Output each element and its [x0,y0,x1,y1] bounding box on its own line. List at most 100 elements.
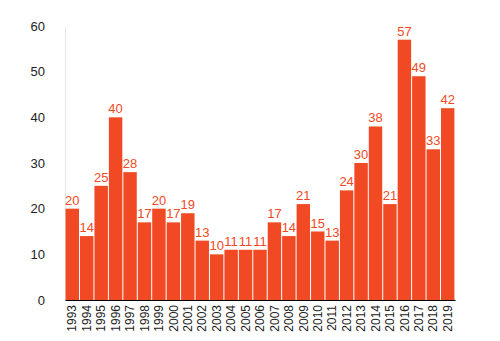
data-label: 20 [152,193,166,208]
bar [268,222,281,300]
x-tick: 2006 [253,300,267,332]
y-tick: 0 [38,293,65,308]
x-tick: 1999 [152,300,166,332]
data-labels: 2014254028172017191310111111171421151324… [65,24,455,254]
x-tick: 2003 [210,300,224,332]
x-tick-label: 1995 [94,305,108,332]
bar [297,204,310,300]
data-label: 15 [311,216,325,231]
bar [152,209,165,300]
bar [398,40,411,300]
bar [441,108,454,300]
data-label: 38 [368,110,382,125]
bar [412,76,425,300]
data-label: 21 [383,188,397,203]
data-label: 33 [426,133,440,148]
y-tick: 30 [31,156,65,171]
data-label: 49 [412,60,426,75]
bar [369,126,382,300]
y-tick: 40 [31,110,65,125]
x-tick-label: 2017 [412,305,426,332]
bar [138,222,151,300]
bar [210,254,223,300]
data-label: 21 [296,188,310,203]
x-axis-line [66,300,456,301]
chart: 0 10 20 30 40 50 60 199319941995199619971998199… [0,0,500,341]
bar [282,236,295,300]
x-tick-label: 1994 [80,305,94,332]
x-tick-label: 1998 [138,305,152,332]
data-label: 17 [166,206,180,221]
y-tick-label: 60 [31,19,45,34]
x-tick: 1996 [109,300,123,332]
data-label: 11 [253,234,267,249]
bar [340,190,353,300]
x-tick-label: 2010 [311,305,325,332]
x-tick: 2013 [354,300,368,332]
y-tick-label: 50 [31,64,45,79]
y-tick-label: 40 [31,110,45,125]
plot: 0 10 20 30 40 50 60 199319941995199619971998199… [31,19,456,332]
x-tick: 1997 [123,300,137,332]
bars [66,40,455,300]
data-label: 24 [339,174,353,189]
x-tick: 2000 [167,300,181,332]
y-axis: 0 10 20 30 40 50 60 [31,19,66,308]
bar [427,149,440,300]
data-label: 28 [123,156,137,171]
x-tick: 2014 [369,300,383,332]
data-label: 13 [325,225,339,240]
x-tick: 1993 [65,300,79,332]
x-tick: 2010 [311,300,325,332]
x-tick-label: 1999 [152,305,166,332]
bar [239,250,252,300]
x-tick-label: 2000 [167,305,181,332]
data-label: 57 [397,24,411,39]
bar [181,213,194,300]
y-tick: 60 [31,19,65,34]
x-tick-label: 2003 [210,305,224,332]
x-tick-label: 1993 [65,305,79,332]
bar [325,241,338,300]
x-tick: 2015 [383,300,397,332]
x-tick-label: 2012 [340,305,354,332]
bar [94,186,107,300]
data-label: 30 [354,147,368,162]
x-tick-label: 2008 [282,305,296,332]
x-tick: 2017 [412,300,426,332]
bar [80,236,93,300]
x-tick-label: 2004 [224,305,238,332]
x-tick: 2016 [398,300,412,332]
x-tick-label: 2013 [354,305,368,332]
bar [196,241,209,300]
x-tick-label: 2002 [195,305,209,332]
x-tick-label: 1996 [109,305,123,332]
x-tick: 2009 [297,300,311,332]
x-tick-label: 2014 [369,305,383,332]
data-label: 13 [195,225,209,240]
x-tick-label: 2001 [181,305,195,332]
x-tick-label: 2009 [297,305,311,332]
y-tick-label: 30 [31,156,45,171]
x-tick: 2001 [181,300,195,332]
x-tick-label: 2015 [383,305,397,332]
x-tick: 2002 [195,300,209,332]
x-tick: 1998 [138,300,152,332]
data-label: 20 [65,193,79,208]
y-tick: 10 [31,247,65,262]
bar [123,172,136,300]
bar [383,204,396,300]
data-label: 42 [440,92,454,107]
x-tick: 2012 [340,300,354,332]
data-label: 19 [181,197,195,212]
x-tick: 2005 [239,300,253,332]
y-tick: 50 [31,64,65,79]
x-tick-label: 2016 [398,305,412,332]
x-tick: 2011 [325,300,339,331]
data-label: 10 [209,238,223,253]
bar [66,209,79,300]
x-tick-label: 2007 [268,305,282,332]
data-label: 11 [224,234,238,249]
bar [109,117,122,300]
y-tick: 20 [31,201,65,216]
